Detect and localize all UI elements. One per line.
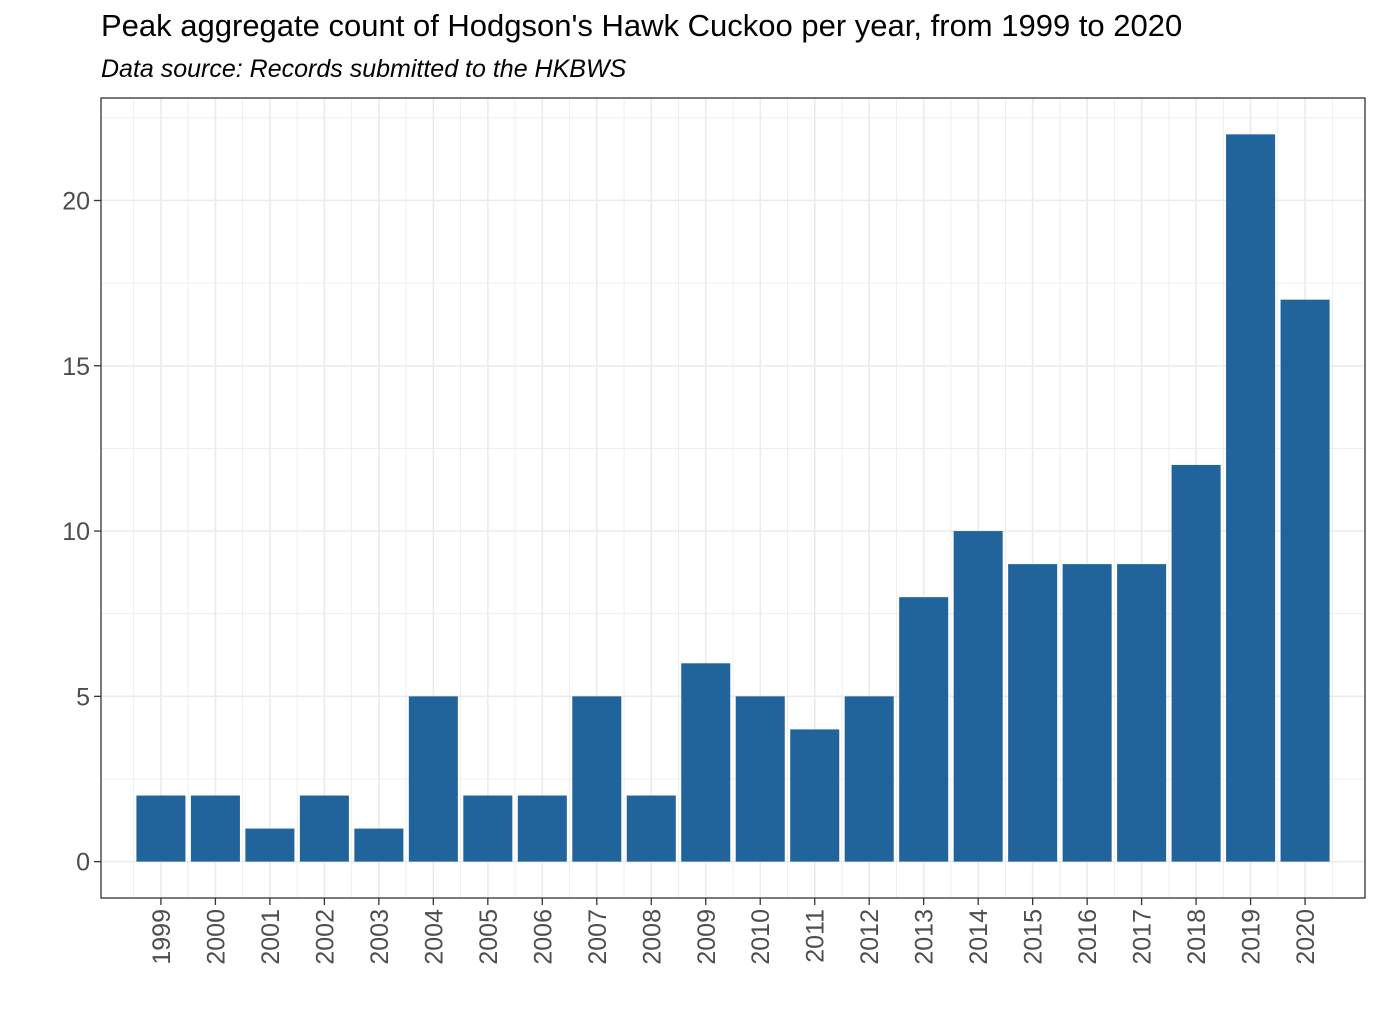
x-tick-label: 2014 — [965, 909, 993, 965]
x-tick-label: 2016 — [1074, 909, 1102, 965]
bar-2004 — [408, 696, 458, 862]
x-tick-label: 2012 — [856, 909, 884, 965]
bar-2003 — [354, 828, 404, 862]
bar-2014 — [953, 531, 1003, 862]
bar-2001 — [245, 828, 295, 862]
bar-2010 — [735, 696, 785, 862]
bars — [136, 134, 1330, 862]
chart-subtitle: Data source: Records submitted to the HK… — [101, 55, 627, 83]
axes: 0 5 10 15 20 1999 2000 2001 2002 2003 2004 2005 2006… — [62, 187, 1320, 964]
y-tick-label: 20 — [62, 187, 90, 215]
x-tick-label: 2008 — [638, 909, 666, 965]
x-tick-label: 2006 — [529, 909, 557, 965]
bar-2011 — [790, 729, 840, 862]
x-tick-label: 2018 — [1183, 909, 1211, 965]
y-tick-label: 5 — [76, 683, 90, 711]
x-tick-label: 2007 — [584, 909, 612, 965]
x-tick-label: 2000 — [202, 909, 230, 965]
bar-2017 — [1117, 564, 1167, 862]
x-tick-label: 2011 — [802, 909, 830, 963]
bar-1999 — [136, 795, 186, 862]
x-tick-label: 2004 — [420, 909, 448, 965]
x-tick-label: 2013 — [911, 909, 939, 965]
x-tick-label: 2005 — [475, 909, 503, 965]
bar-2009 — [681, 663, 731, 862]
x-tick-label: 2017 — [1129, 909, 1157, 965]
bar-2012 — [844, 696, 894, 862]
bar-2006 — [517, 795, 567, 862]
x-tick-label: 2009 — [693, 909, 721, 965]
x-tick-label: 1999 — [148, 909, 176, 965]
x-tick-label: 2019 — [1238, 909, 1266, 965]
bar-2015 — [1008, 564, 1058, 862]
bar-2002 — [299, 795, 349, 862]
y-tick-label: 0 — [76, 849, 90, 877]
y-tick-label: 10 — [62, 518, 90, 546]
bar-2008 — [626, 795, 676, 862]
bar-2007 — [572, 696, 622, 862]
bar-2019 — [1226, 134, 1276, 862]
chart-title: Peak aggregate count of Hodgson's Hawk C… — [101, 8, 1183, 43]
y-tick-label: 15 — [62, 353, 90, 381]
panel-border — [100, 97, 1366, 899]
bar-2020 — [1280, 299, 1330, 862]
bar-2013 — [899, 597, 949, 862]
x-tick-label: 2001 — [257, 909, 285, 965]
bar-2000 — [190, 795, 240, 862]
bar-2016 — [1062, 564, 1112, 862]
bar-2018 — [1171, 464, 1221, 862]
x-tick-label: 2020 — [1292, 909, 1320, 965]
x-tick-label: 2002 — [311, 909, 339, 965]
x-tick-label: 2015 — [1020, 909, 1048, 965]
x-tick-label: 2003 — [366, 909, 394, 965]
x-tick-label: 2010 — [747, 909, 775, 965]
bar-2005 — [463, 795, 513, 862]
